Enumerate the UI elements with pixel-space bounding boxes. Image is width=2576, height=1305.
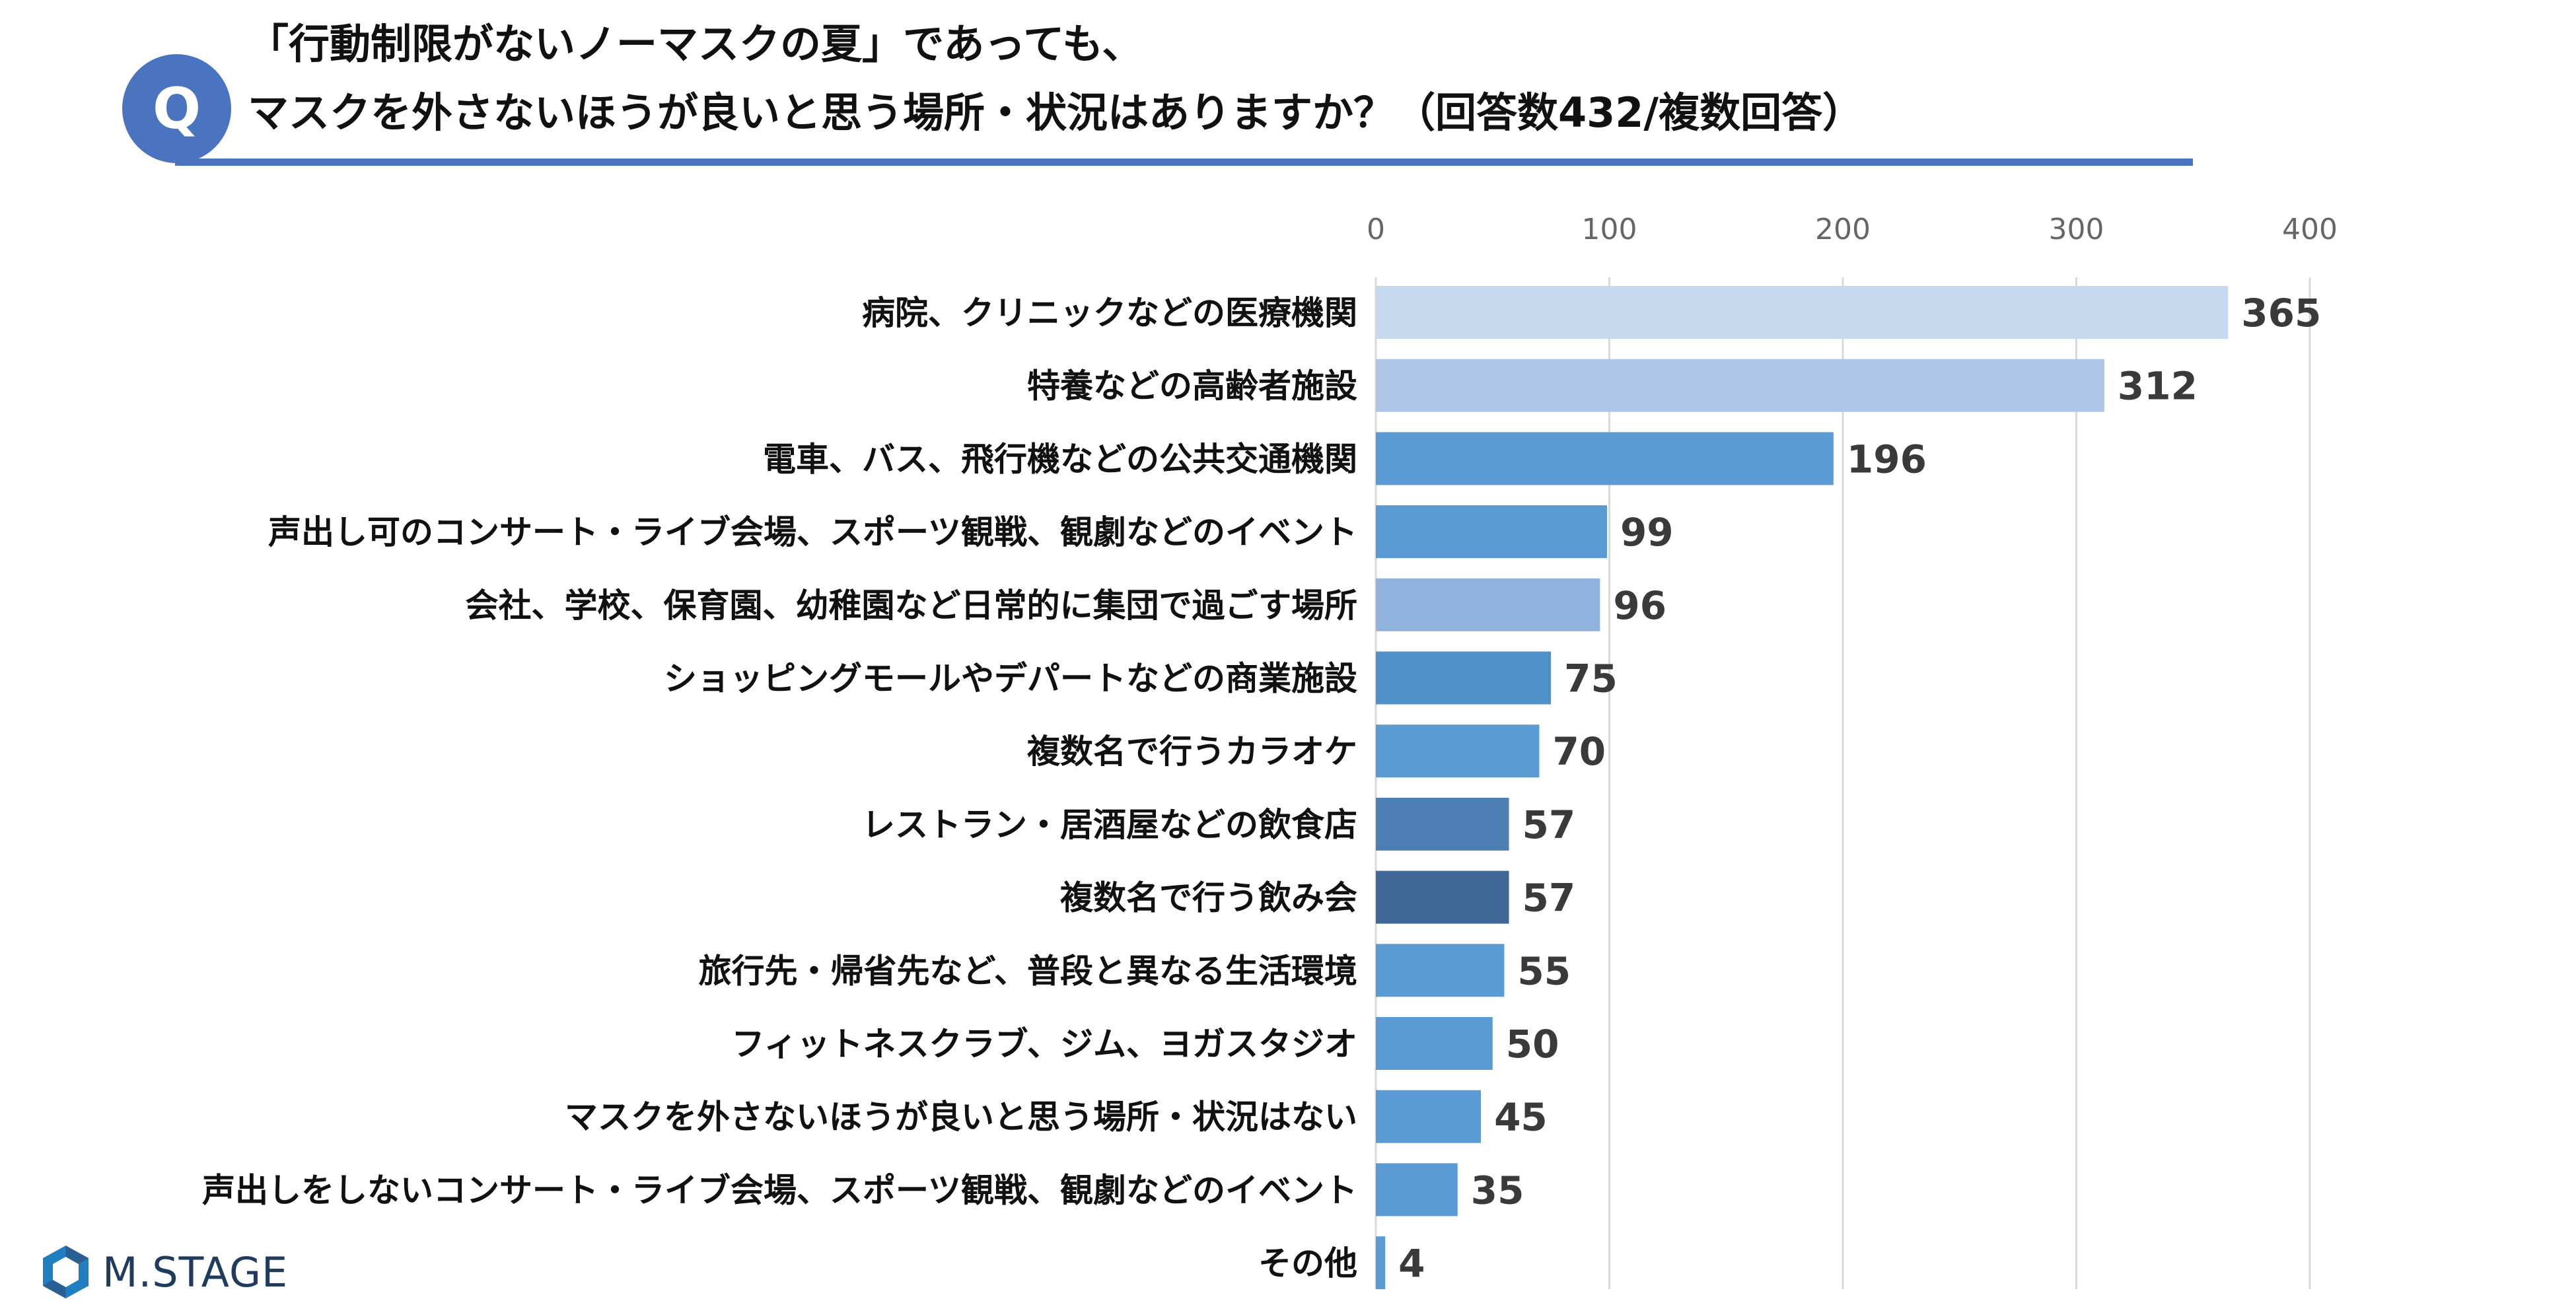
bar (1376, 1017, 1493, 1070)
bar (1376, 797, 1509, 851)
value-label: 57 (1522, 876, 1575, 921)
category-label: 複数名で行う飲み会 (1060, 879, 1357, 917)
category-label: 声出しをしないコンサート・ライブ会場、スポーツ観戦、観劇などのイベント (202, 1171, 1357, 1209)
category-label: 病院、クリニックなどの医療機関 (862, 294, 1357, 332)
category-label: 声出し可のコンサート・ライブ会場、スポーツ観戦、観劇などのイベント (268, 513, 1357, 551)
page-title-line-2: マスクを外さないほうが良いと思う場所・状況はありますか？（回答数432/複数回答… (248, 88, 1864, 137)
bar (1376, 359, 2104, 412)
value-label: 4 (1398, 1241, 1425, 1286)
category-label: 会社、学校、保育園、幼稚園など日常的に集団で過ごす場所 (466, 586, 1358, 625)
x-tick-label: 0 (1367, 213, 1385, 246)
category-label: 特養などの高齢者施設 (1027, 367, 1357, 406)
value-label: 57 (1522, 802, 1575, 847)
x-tick-label: 100 (1582, 213, 1637, 246)
value-label: 365 (2241, 291, 2321, 335)
value-label: 70 (1552, 729, 1606, 774)
value-label: 55 (1517, 948, 1571, 993)
bar (1376, 578, 1600, 631)
x-tick-label: 300 (2049, 213, 2104, 246)
category-label: レストラン・居酒屋などの飲食店 (862, 806, 1357, 844)
x-tick-label: 200 (1815, 213, 1871, 246)
value-labels: 365 312 196 99 96 75 70 57 57 55 50 45 35 4 (1398, 291, 2321, 1286)
category-label: フィットネスクラブ、ジム、ヨガスタジオ (732, 1025, 1358, 1063)
bar (1376, 944, 1505, 997)
value-label: 50 (1506, 1022, 1559, 1067)
bar (1376, 870, 1509, 924)
bars (1376, 286, 2229, 1290)
category-label: マスクを外さないほうが良いと思う場所・状況はない (565, 1098, 1357, 1137)
category-label: 電車、バス、飛行機などの公共交通機関 (763, 440, 1357, 478)
value-label: 99 (1620, 510, 1674, 555)
brand-logo-text: M.STAGE (102, 1248, 289, 1296)
page-title-line-1: 「行動制限がないノーマスクの夏」であっても、 (248, 20, 1143, 68)
category-labels: 病院、クリニックなどの医療機関特養などの高齢者施設電車、バス、飛行機などの公共交… (202, 294, 1357, 1283)
hexagon-logo-icon (41, 1244, 90, 1300)
category-label: 旅行先・帰省先など、普段と異なる生活環境 (699, 952, 1358, 990)
category-label: 複数名で行うカラオケ (1027, 732, 1357, 771)
bar (1376, 1236, 1386, 1290)
bar (1376, 651, 1552, 705)
x-tick-label: 400 (2282, 213, 2338, 246)
bar (1376, 724, 1540, 778)
bar (1376, 286, 2229, 339)
header-underline (175, 159, 2193, 166)
bar (1376, 505, 1607, 559)
brand-logo: M.STAGE (41, 1244, 288, 1300)
value-label: 75 (1564, 656, 1618, 701)
bar (1376, 1163, 1458, 1217)
bar (1376, 1090, 1482, 1143)
value-label: 45 (1494, 1095, 1548, 1140)
x-axis-ticks: 0 100 200 300 400 (1367, 213, 2338, 246)
value-label: 196 (1847, 437, 1927, 481)
category-label: ショッピングモールやデパートなどの商業施設 (664, 660, 1357, 698)
value-label: 312 (2118, 364, 2198, 409)
value-label: 96 (1613, 583, 1666, 628)
category-label: その他 (1258, 1244, 1357, 1283)
value-label: 35 (1471, 1168, 1524, 1213)
bar (1376, 432, 1834, 485)
question-badge: Q (122, 54, 231, 163)
